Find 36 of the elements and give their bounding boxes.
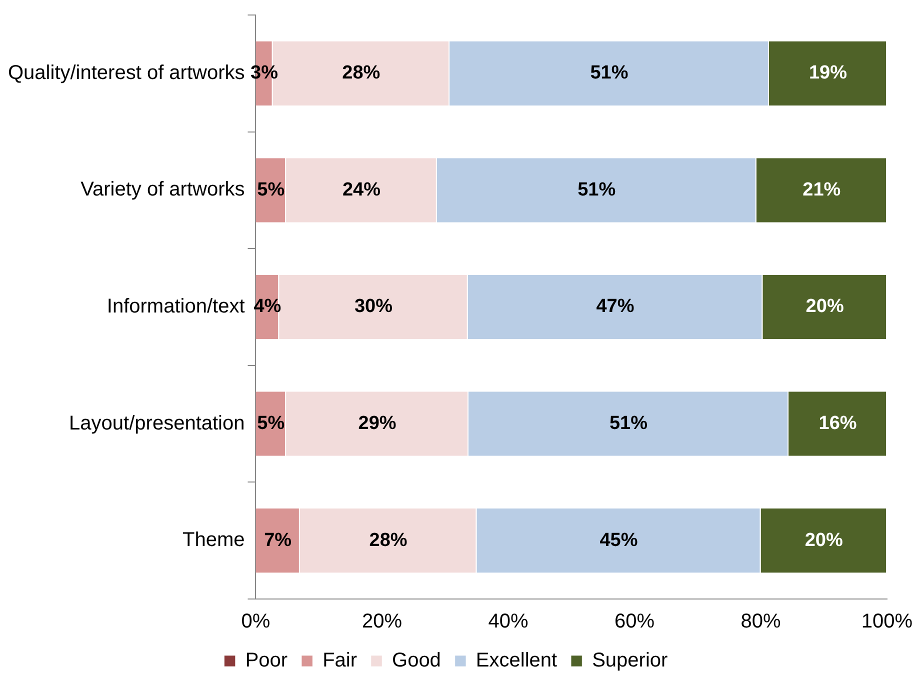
data-label: 28%: [342, 62, 380, 84]
y-tick-label: Variety of artworks: [80, 178, 245, 201]
legend-label: Fair: [322, 650, 358, 672]
legend-label: Good: [392, 650, 441, 672]
data-label: 20%: [806, 296, 844, 318]
x-tick-label: 0%: [241, 610, 270, 633]
y-tick-label: Quality/interest of artworks: [8, 62, 245, 84]
data-label: 16%: [818, 413, 857, 434]
data-label: 7%: [264, 530, 292, 551]
data-label: 5%: [257, 179, 285, 200]
x-tick-label: 100%: [861, 610, 913, 633]
data-label: 20%: [804, 530, 843, 551]
x-tick-label: 60%: [614, 610, 655, 633]
data-label: 47%: [596, 296, 634, 318]
y-tick-label: Theme: [182, 529, 245, 552]
y-tick-label: Layout/presentation: [69, 412, 245, 434]
data-label: 3%: [250, 62, 278, 84]
data-label: 51%: [590, 62, 628, 84]
data-label: 51%: [609, 413, 648, 434]
data-label: 29%: [358, 413, 396, 434]
x-tick-label: 40%: [488, 610, 528, 633]
data-label: 4%: [254, 296, 282, 318]
legend-label: Poor: [245, 650, 288, 672]
data-label: 24%: [342, 179, 381, 200]
data-label: 19%: [808, 62, 848, 84]
legend-label: Superior: [592, 650, 668, 672]
x-tick-label: 80%: [740, 610, 781, 633]
y-tick-label: Information/text: [106, 296, 246, 318]
data-label: 51%: [578, 179, 616, 200]
data-label: 28%: [369, 530, 408, 551]
data-label: 45%: [600, 530, 638, 551]
legend-label: Excellent: [476, 650, 558, 672]
x-tick-label: 20%: [362, 610, 402, 633]
data-label: 21%: [802, 179, 841, 200]
data-label: 30%: [354, 296, 393, 318]
data-label: 5%: [257, 413, 285, 434]
